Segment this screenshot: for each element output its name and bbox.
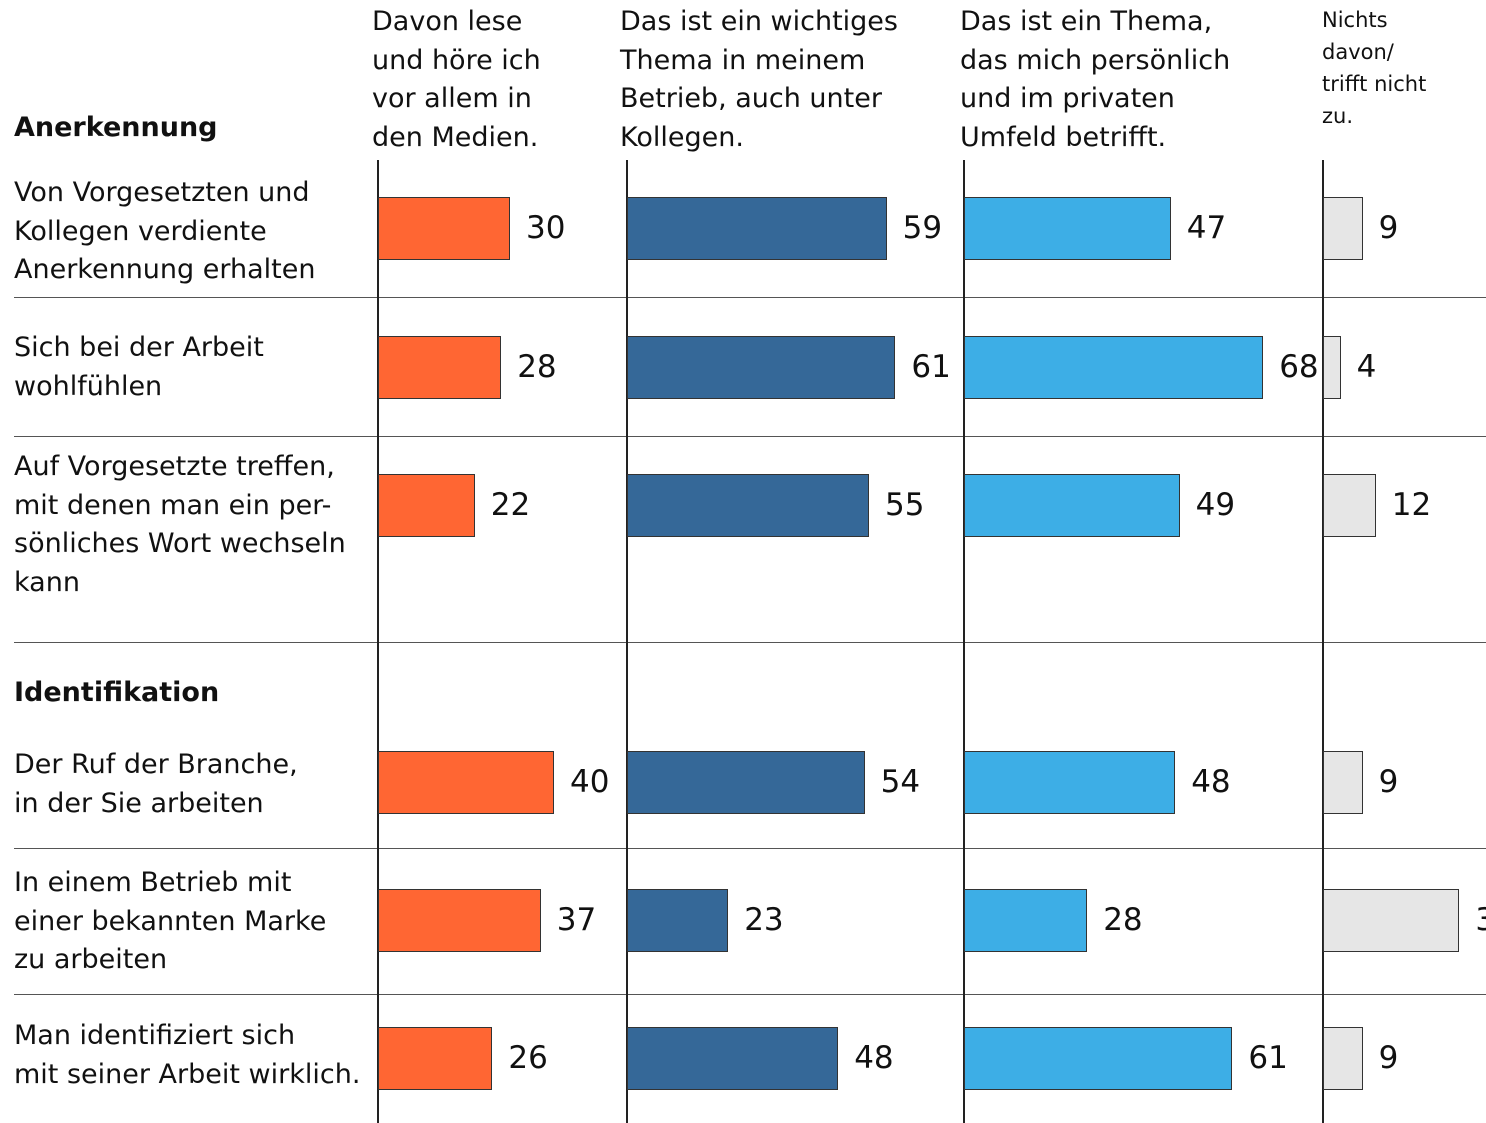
value-label: 55 xyxy=(885,487,925,523)
bar xyxy=(378,336,502,399)
bar xyxy=(627,1027,839,1090)
value-label: 61 xyxy=(911,349,951,385)
axis-line xyxy=(626,160,628,1123)
axis-line xyxy=(377,160,379,1123)
value-label: 9 xyxy=(1378,210,1399,246)
bar xyxy=(378,197,510,260)
bar xyxy=(964,197,1171,260)
bar xyxy=(1323,474,1376,537)
series-header: Das ist ein wichtiges Thema in meinem Be… xyxy=(620,6,898,153)
value-label: 26 xyxy=(508,1040,548,1076)
separator xyxy=(14,297,1486,298)
bar xyxy=(1323,751,1363,814)
bar xyxy=(1323,1027,1363,1090)
bar xyxy=(378,474,475,537)
bar xyxy=(1323,336,1341,399)
bar xyxy=(627,889,729,952)
value-label: 28 xyxy=(1103,902,1143,938)
group-heading: Anerkennung xyxy=(14,112,218,143)
value-label: 9 xyxy=(1378,764,1399,800)
bar xyxy=(1323,197,1363,260)
value-label: 54 xyxy=(880,764,921,800)
bar xyxy=(964,751,1176,814)
category-label: Von Vorgesetzten und Kollegen verdiente … xyxy=(14,177,316,285)
category-label: Der Ruf der Branche, in der Sie arbeiten xyxy=(14,749,298,819)
value-label: 48 xyxy=(1191,764,1231,800)
bar xyxy=(964,474,1180,537)
category-label: Man identifiziert sich mit seiner Arbeit… xyxy=(14,1020,361,1090)
series-header: Davon lese und höre ich vor allem in den… xyxy=(372,6,541,153)
value-label: 31 xyxy=(1475,902,1486,938)
bar xyxy=(627,197,887,260)
bar xyxy=(627,474,869,537)
value-label: 49 xyxy=(1195,487,1236,523)
separator xyxy=(14,994,1486,995)
value-label: 68 xyxy=(1279,349,1319,385)
bar xyxy=(378,751,554,814)
bar xyxy=(378,1027,493,1090)
value-label: 9 xyxy=(1378,1040,1399,1076)
value-label: 12 xyxy=(1391,487,1432,523)
series-header: Das ist ein Thema, das mich persönlich u… xyxy=(960,6,1231,153)
separator xyxy=(14,848,1486,849)
axis-line xyxy=(963,160,965,1123)
value-label: 28 xyxy=(517,349,557,385)
value-label: 4 xyxy=(1356,349,1377,385)
category-label: In einem Betrieb mit einer bekannten Mar… xyxy=(14,867,327,975)
axis-line xyxy=(1322,160,1324,1123)
value-label: 23 xyxy=(744,902,784,938)
group-heading: Identifikation xyxy=(14,677,220,708)
separator xyxy=(14,642,1486,643)
bar xyxy=(964,889,1088,952)
bar xyxy=(964,1027,1233,1090)
value-label: 22 xyxy=(490,487,531,523)
separator xyxy=(14,436,1486,437)
value-label: 40 xyxy=(570,764,610,800)
value-label: 61 xyxy=(1248,1040,1288,1076)
value-label: 47 xyxy=(1186,210,1227,246)
value-label: 30 xyxy=(526,210,566,246)
bar xyxy=(378,889,541,952)
category-label: Sich bei der Arbeit wohlfühlen xyxy=(14,332,264,402)
bar xyxy=(964,336,1264,399)
bar xyxy=(627,751,865,814)
value-label: 59 xyxy=(902,210,943,246)
bar xyxy=(627,336,896,399)
category-label: Auf Vorgesetzte treffen, mit denen man e… xyxy=(14,451,346,598)
series-header: Nichts davon/ trifft nicht zu. xyxy=(1322,8,1427,128)
value-label: 48 xyxy=(854,1040,894,1076)
bar xyxy=(1323,889,1460,952)
value-label: 37 xyxy=(556,902,597,938)
